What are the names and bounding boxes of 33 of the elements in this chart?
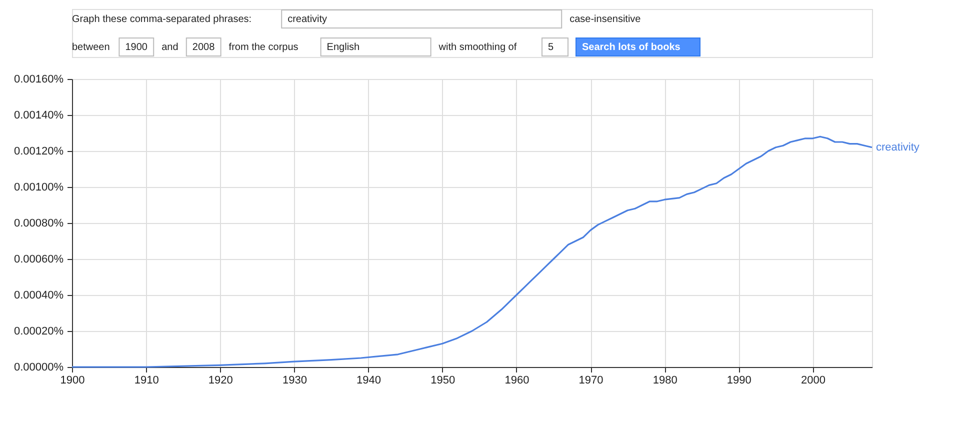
y-tick-label: 0.00040% [14,290,64,302]
x-tick-label: 1910 [134,374,159,386]
text: creativity [288,14,328,25]
y-tick-label: 0.00160% [14,74,64,86]
x-tick-label: 1950 [430,374,456,386]
x-tick-label: 1990 [726,374,752,386]
text: case-insensitive [570,14,642,25]
y-tick-label: 0.00080% [14,218,64,230]
x-tick-label: 1960 [504,374,530,386]
y-tick-label: 0.00100% [14,182,64,194]
x-tick-label: 1940 [356,374,382,386]
x-tick-label: 1930 [282,374,307,386]
text: with smoothing of [438,42,517,53]
text: Search lots of books [582,42,681,53]
x-tick-label: 1980 [652,374,678,386]
text: 1900 [125,42,148,53]
y-tick-label: 0.00020% [14,326,64,338]
y-tick-label: 0.00120% [14,146,64,158]
y-tick-label: 0.00140% [14,110,64,122]
x-tick-label: 1920 [208,374,233,386]
text: Graph these comma-separated phrases: [72,14,252,25]
x-tick-label: 1900 [60,374,85,386]
x-tick-label: 2000 [801,374,826,386]
y-tick-label: 0.00060% [14,254,64,266]
text: English [326,42,360,53]
text: and [162,42,178,53]
series-label: creativity [876,141,920,154]
text: from the corpus [228,42,298,53]
text: between [72,42,110,53]
text: 2008 [192,42,216,53]
y-tick-label: 0.00000% [14,362,64,374]
x-tick-label: 1970 [578,374,604,386]
text: 5 [548,42,554,53]
